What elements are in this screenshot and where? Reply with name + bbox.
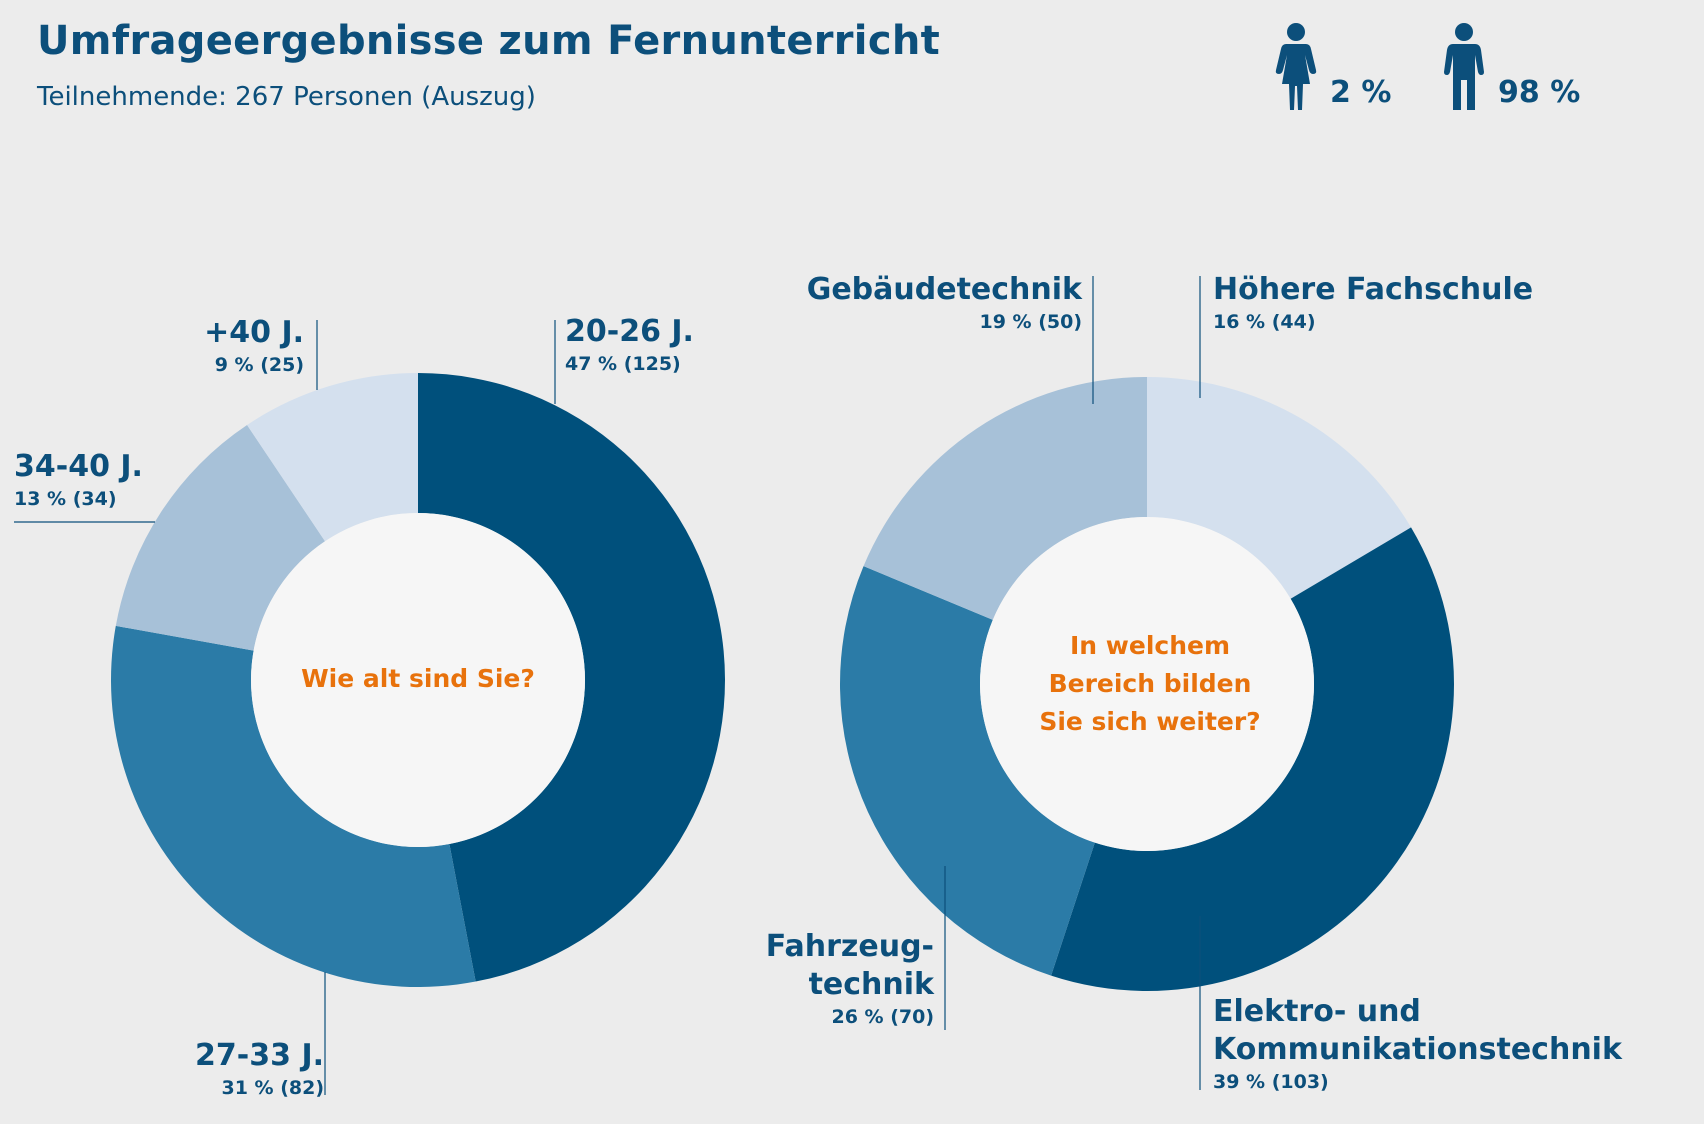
- age-label-20-26: 20-26 J. 47 % (125): [565, 314, 694, 375]
- female-person-icon: [1275, 23, 1317, 110]
- age-label-27-33: 27-33 J. 31 % (82): [195, 1038, 324, 1099]
- gender-female: 2 %: [1274, 22, 1391, 112]
- age-label-40-plus: +40 J. 9 % (25): [204, 315, 304, 376]
- age-center: [251, 513, 585, 847]
- age-donut: [111, 373, 725, 987]
- male-person-icon: [1444, 23, 1484, 110]
- age-slice-0: [418, 373, 725, 982]
- age-slice-2: [115, 424, 326, 651]
- age-label-34-40: 34-40 J. 13 % (34): [14, 449, 143, 510]
- gender-male: 98 %: [1442, 22, 1580, 112]
- field-slice-2: [840, 566, 1095, 976]
- field-label-elektro: Elektro- und Kommunikationstechnik 39 % …: [1213, 994, 1622, 1093]
- field-question: In welchem Bereich bilden Sie sich weite…: [1039, 631, 1261, 736]
- page-title: Umfrageergebnisse zum Fernunterricht: [37, 18, 941, 64]
- field-donut: [840, 377, 1454, 991]
- field-label-hoehere-fachschule: Höhere Fachschule 16 % (44): [1213, 272, 1534, 333]
- male-percent: 98 %: [1498, 75, 1581, 110]
- page-subtitle: Teilnehmende: 267 Personen (Auszug): [37, 82, 536, 112]
- field-label-gebaeudetechnik: Gebäudetechnik 19 % (50): [806, 272, 1082, 333]
- age-question: Wie alt sind Sie?: [301, 664, 535, 693]
- field-label-fahrzeugtechnik: Fahrzeug- technik 26 % (70): [765, 929, 934, 1028]
- female-percent: 2 %: [1330, 75, 1392, 110]
- field-slice-0: [1147, 377, 1412, 599]
- leader-lines: [14, 276, 1201, 1095]
- field-slice-1: [1051, 527, 1454, 991]
- field-slice-3: [863, 377, 1147, 620]
- field-center: [980, 517, 1314, 851]
- age-slice-1: [111, 625, 476, 987]
- age-slice-3: [247, 373, 418, 542]
